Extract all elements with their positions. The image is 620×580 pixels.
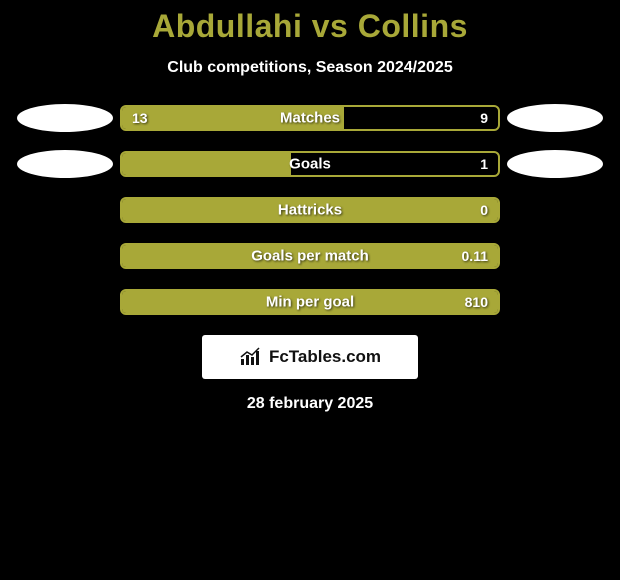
stat-bar: Hattricks 0 bbox=[120, 197, 500, 223]
stat-bar-left-fill bbox=[122, 291, 498, 313]
stat-bar: Goals 1 bbox=[120, 151, 500, 177]
stat-row: Hattricks 0 bbox=[10, 197, 610, 223]
source-logo-text: FcTables.com bbox=[269, 347, 381, 367]
stat-bar-left-fill bbox=[122, 245, 498, 267]
stat-row: Goals 1 bbox=[10, 151, 610, 177]
stat-bar-outer bbox=[120, 105, 500, 131]
page-title: Abdullahi vs Collins bbox=[10, 8, 610, 45]
player-a-photo-slot bbox=[10, 104, 120, 132]
player-a-photo-slot bbox=[10, 150, 120, 178]
chart-icon bbox=[239, 347, 263, 367]
comparison-infographic: Abdullahi vs Collins Club competitions, … bbox=[0, 0, 620, 413]
subtitle: Club competitions, Season 2024/2025 bbox=[10, 59, 610, 77]
stat-bar-outer bbox=[120, 289, 500, 315]
player-b-photo-slot bbox=[500, 150, 610, 178]
player-a-photo bbox=[17, 104, 113, 132]
player-a-photo bbox=[17, 150, 113, 178]
date-text: 28 february 2025 bbox=[10, 395, 610, 413]
stat-bar-left-fill bbox=[122, 107, 344, 129]
source-logo: FcTables.com bbox=[202, 335, 418, 379]
stat-row: 13 Matches 9 bbox=[10, 105, 610, 131]
title-vs: vs bbox=[312, 8, 349, 44]
stat-bar-left-fill bbox=[122, 199, 498, 221]
player-b-photo bbox=[507, 150, 603, 178]
stat-bar-left-fill bbox=[122, 153, 291, 175]
stat-bar-outer bbox=[120, 197, 500, 223]
stat-bar: 13 Matches 9 bbox=[120, 105, 500, 131]
stat-bar: Goals per match 0.11 bbox=[120, 243, 500, 269]
stat-bar-outer bbox=[120, 243, 500, 269]
player-b-photo bbox=[507, 104, 603, 132]
player-b-photo-slot bbox=[500, 104, 610, 132]
stat-rows: 13 Matches 9 Goals 1 bbox=[10, 105, 610, 315]
stat-row: Goals per match 0.11 bbox=[10, 243, 610, 269]
player-a-name: Abdullahi bbox=[152, 8, 302, 44]
stat-bar: Min per goal 810 bbox=[120, 289, 500, 315]
stat-row: Min per goal 810 bbox=[10, 289, 610, 315]
stat-bar-outer bbox=[120, 151, 500, 177]
player-b-name: Collins bbox=[358, 8, 468, 44]
